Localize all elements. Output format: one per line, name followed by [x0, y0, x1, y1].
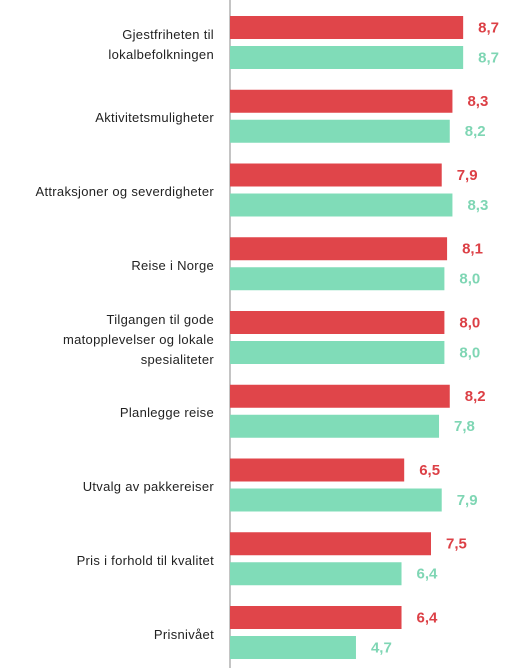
value-label: 4,7: [371, 639, 392, 656]
bar: [230, 267, 445, 291]
value-label: 8,0: [459, 314, 480, 331]
value-label: 7,9: [457, 492, 478, 509]
value-label: 8,2: [465, 123, 486, 140]
value-label: 8,1: [462, 241, 483, 258]
category-label: Tilgangen til gode matopplevelser og lok…: [62, 311, 214, 367]
category-label: Pris i forhold til kvalitet: [76, 552, 214, 568]
value-label: 8,3: [467, 93, 488, 110]
bar: [230, 163, 442, 187]
bar: [230, 414, 440, 438]
bar: [230, 562, 402, 586]
category-label: Attraksjoner og severdigheter: [35, 184, 214, 199]
bar: [230, 532, 431, 556]
value-label: 8,0: [459, 344, 480, 361]
bar: [230, 237, 448, 261]
value-label: 8,0: [459, 271, 480, 288]
bar: [230, 341, 445, 364]
category-label: Reise i Norge: [131, 257, 214, 273]
category-label: Prisnivået: [153, 626, 214, 642]
category-label: Gjestfriheten til lokalbefolkningen: [108, 26, 214, 62]
value-label: 8,7: [478, 19, 499, 36]
value-label: 8,2: [465, 388, 486, 405]
bar: [230, 636, 356, 659]
bar: [230, 119, 450, 143]
value-label: 6,4: [417, 566, 439, 583]
bar: [230, 46, 464, 69]
value-label: 8,3: [467, 197, 488, 214]
bar: [230, 311, 445, 334]
value-label: 8,7: [478, 49, 499, 66]
bar: [230, 16, 464, 39]
bar: [230, 89, 453, 113]
bar: [230, 193, 453, 217]
category-label: Aktivitetsmuligheter: [95, 110, 214, 126]
value-label: 6,5: [419, 462, 440, 479]
value-label: 6,4: [417, 609, 439, 626]
bar: [230, 606, 402, 629]
value-label: 7,8: [454, 418, 475, 435]
bar: [230, 384, 450, 408]
value-label: 7,5: [446, 536, 467, 553]
value-label: 7,9: [457, 167, 478, 184]
bar: [230, 488, 442, 512]
category-label: Utvalg av pakkereiser: [82, 479, 214, 494]
bar: [230, 458, 405, 482]
category-label: Planlegge reise: [119, 405, 214, 421]
